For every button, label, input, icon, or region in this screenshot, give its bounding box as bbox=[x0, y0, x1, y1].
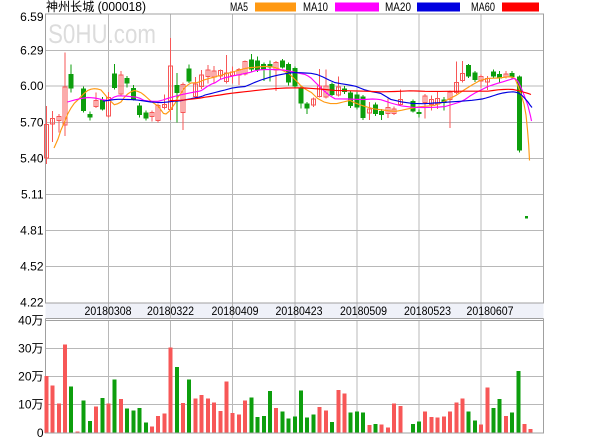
svg-text:20180308: 20180308 bbox=[85, 304, 132, 318]
svg-text:5.70: 5.70 bbox=[20, 115, 44, 129]
svg-text:30万: 30万 bbox=[18, 342, 43, 356]
svg-text:神州长城 (000018): 神州长城 (000018) bbox=[46, 0, 146, 14]
svg-text:40万: 40万 bbox=[18, 313, 43, 327]
svg-text:20万: 20万 bbox=[18, 370, 43, 384]
svg-text:10万: 10万 bbox=[18, 398, 43, 412]
svg-text:20180509: 20180509 bbox=[340, 304, 387, 318]
svg-text:MA10: MA10 bbox=[303, 0, 328, 14]
svg-text:S0HU.com: S0HU.com bbox=[48, 19, 156, 49]
svg-text:20180322: 20180322 bbox=[147, 304, 194, 318]
svg-text:20180523: 20180523 bbox=[404, 304, 451, 318]
svg-text:0: 0 bbox=[37, 426, 44, 440]
svg-text:4.22: 4.22 bbox=[20, 296, 44, 310]
svg-text:20180423: 20180423 bbox=[276, 304, 323, 318]
svg-text:MA20: MA20 bbox=[385, 0, 411, 14]
svg-text:6.29: 6.29 bbox=[20, 43, 44, 57]
svg-text:6.00: 6.00 bbox=[20, 79, 44, 93]
svg-text:MA5: MA5 bbox=[230, 0, 248, 14]
svg-text:6.59: 6.59 bbox=[20, 10, 44, 24]
svg-text:4.52: 4.52 bbox=[20, 260, 44, 274]
svg-text:MA60: MA60 bbox=[471, 0, 495, 14]
svg-text:4.81: 4.81 bbox=[20, 224, 44, 238]
svg-text:20180409: 20180409 bbox=[212, 304, 259, 318]
svg-text:5.40: 5.40 bbox=[20, 151, 44, 165]
svg-text:20180607: 20180607 bbox=[467, 304, 514, 318]
svg-text:5.11: 5.11 bbox=[21, 187, 44, 201]
